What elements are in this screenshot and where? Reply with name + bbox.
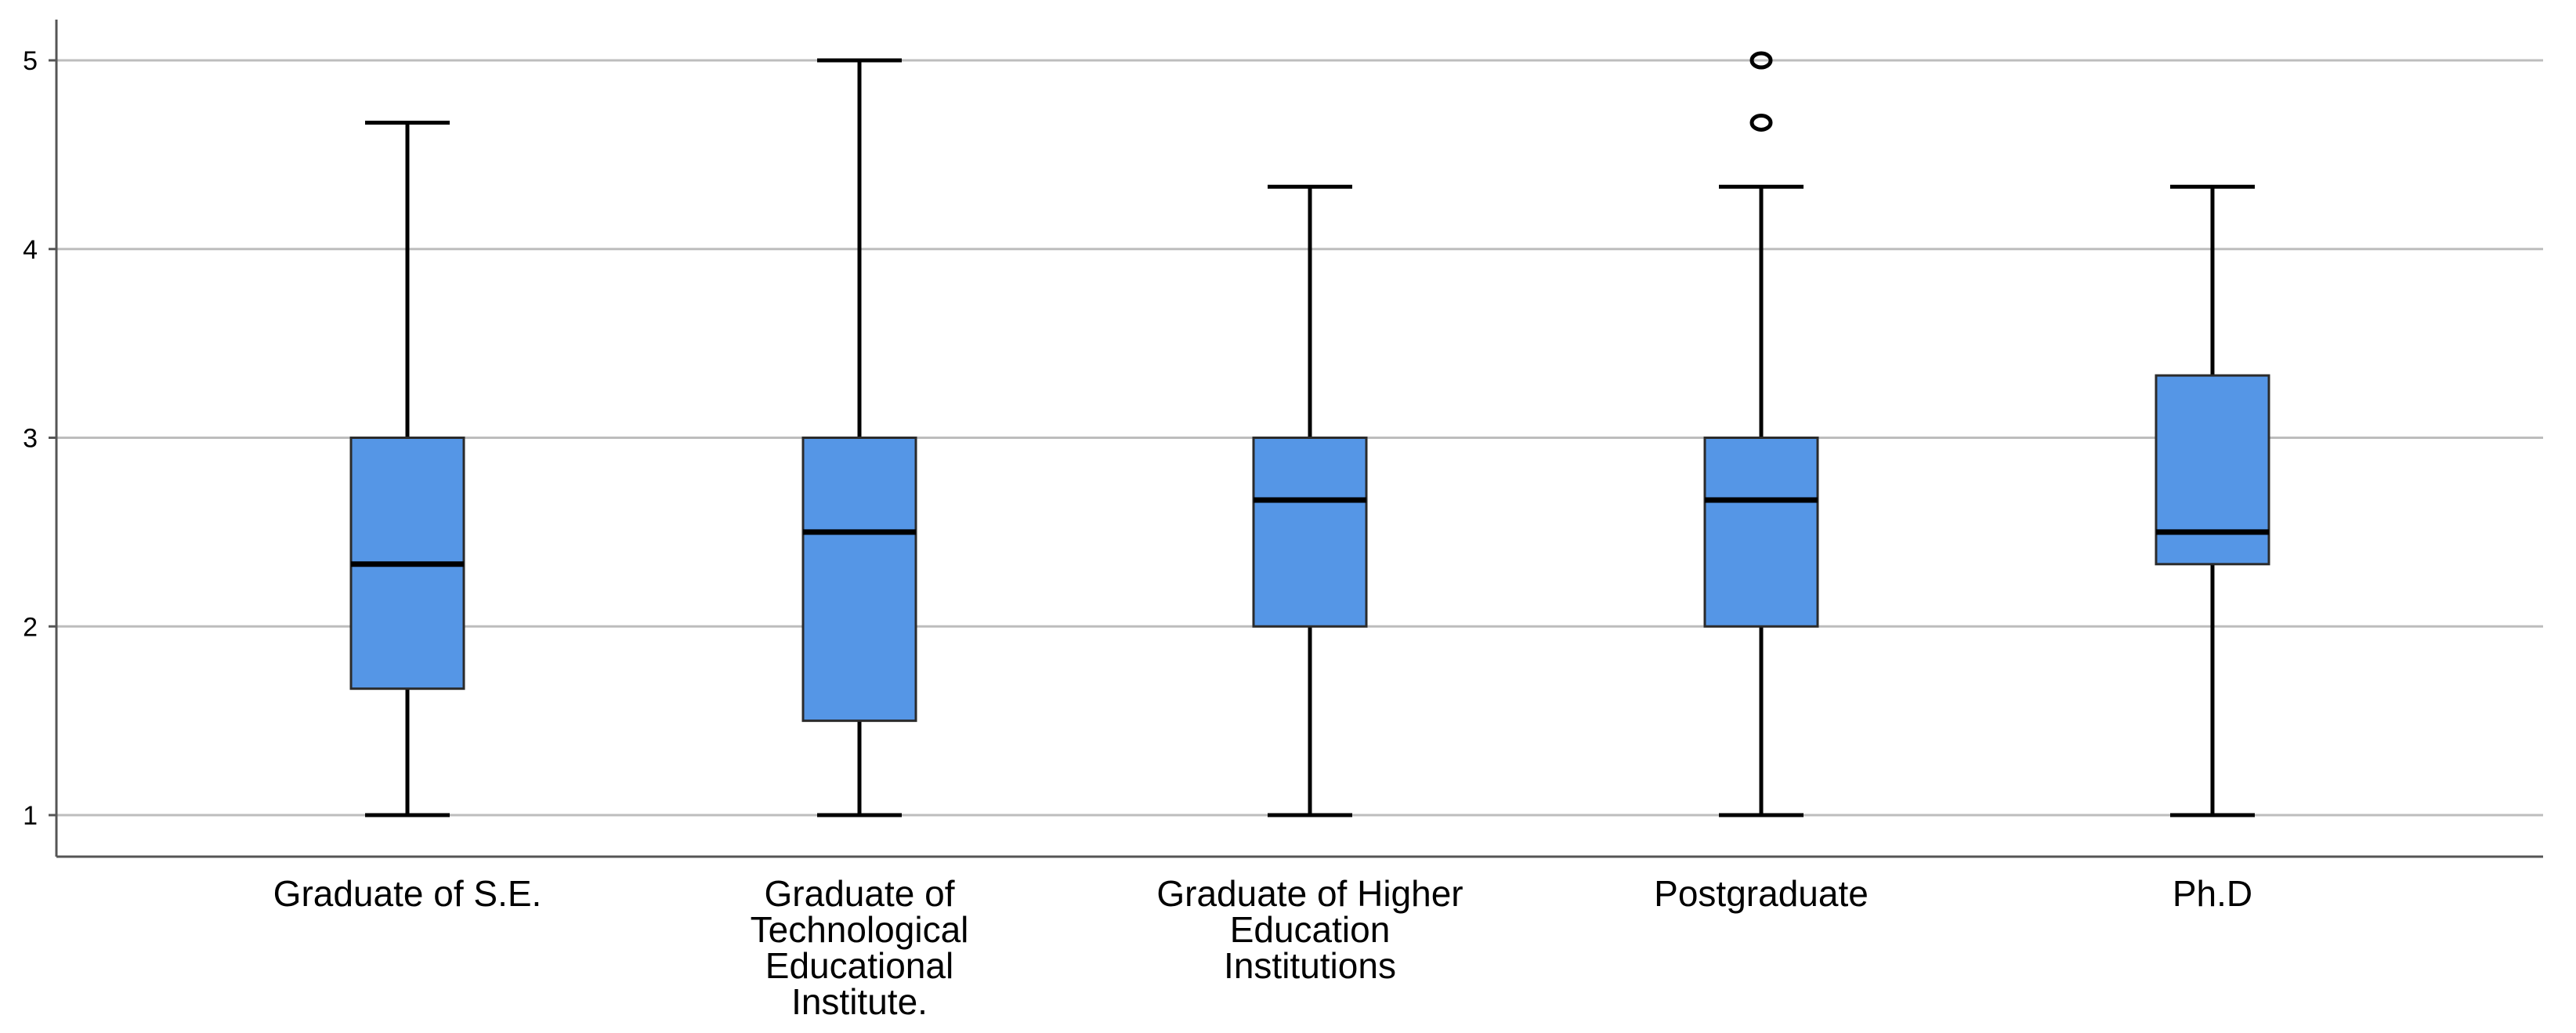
axes [49,20,2543,858]
category-label: Postgraduate [1654,873,1869,914]
category-label: Graduate of S.E. [273,873,542,914]
box-group [1703,51,1819,817]
category-label: Educational [765,945,953,986]
iqr-box [801,437,917,723]
iqr-box [1252,437,1368,628]
box-group [1252,184,1368,817]
category-label: Graduate of [765,873,955,914]
y-tick-label: 5 [23,46,38,76]
box-group [2155,184,2270,817]
box-group [349,120,465,817]
y-tick-label: 3 [23,424,38,454]
iqr-box [2155,374,2270,566]
category-label: Graduate of Higher [1156,873,1463,914]
category-labels: Graduate of S.E. Graduate ofTechnological… [273,873,2252,1022]
box-group [801,58,917,817]
category-label: Technological [751,909,969,950]
category-label: Institutions [1224,945,1396,986]
outlier-point [1749,113,1773,132]
y-tick-labels: 1 2 3 4 5 [23,46,38,831]
category-label: Institute. [791,981,928,1022]
category-label: Ph.D [2173,873,2252,914]
y-tick-label: 4 [23,235,38,265]
y-tick-label: 2 [23,612,38,642]
outlier-point [1749,51,1773,70]
category-label: Education [1230,909,1391,950]
iqr-box [1703,437,1819,628]
y-tick-label: 1 [23,801,38,831]
boxes [349,51,2270,817]
